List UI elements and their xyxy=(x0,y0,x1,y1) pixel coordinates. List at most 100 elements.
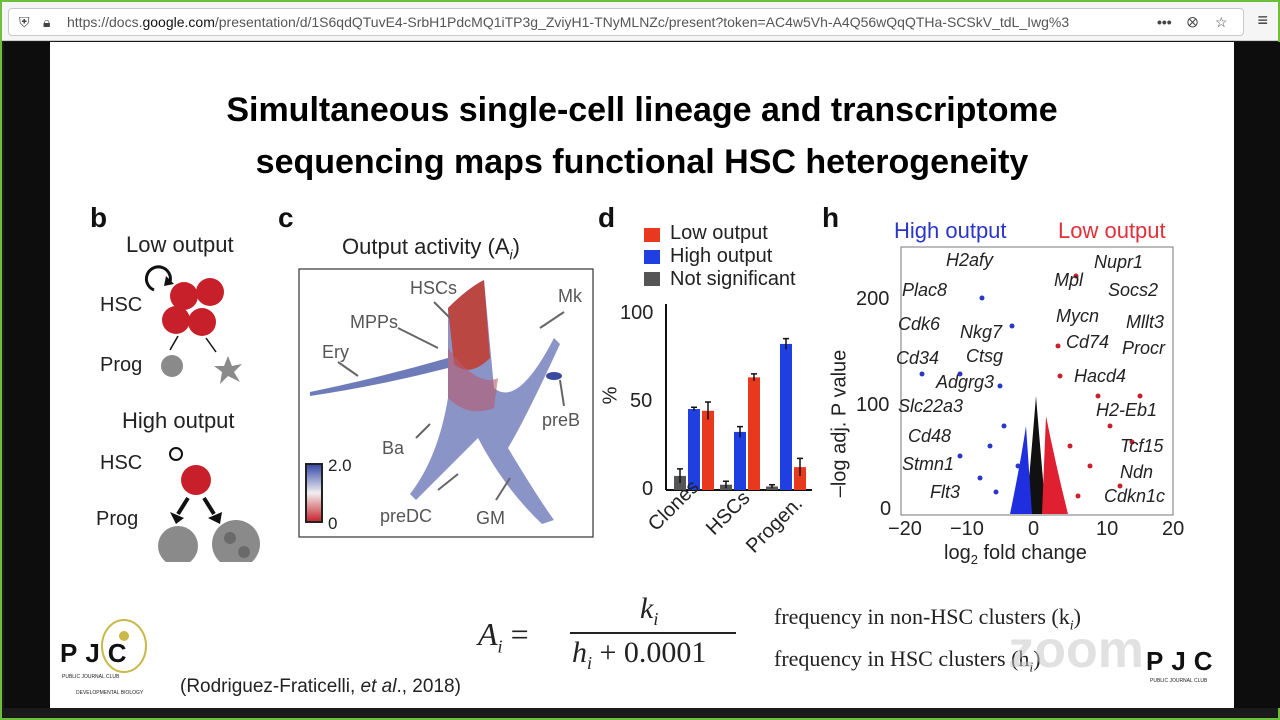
gene-slc22a3: Slc22a3 xyxy=(898,396,964,416)
vxtick-neg20: −20 xyxy=(888,518,922,540)
hsc-label-bottom: HSC xyxy=(100,452,143,474)
gene-cd34: Cd34 xyxy=(896,348,940,368)
pjc-logo-left: PJC xyxy=(60,638,135,668)
gene-cdk6: Cdk6 xyxy=(898,314,941,334)
pocket-icon[interactable]: ⭙ xyxy=(1187,14,1199,30)
legend-high-output: High output xyxy=(670,245,773,267)
output-activity-title: Output activity (Ai) xyxy=(342,234,520,263)
bar-chart xyxy=(665,304,812,491)
scale-max: 2.0 xyxy=(328,456,352,475)
slide[interactable]: Simultaneous single-cell lineage and tra… xyxy=(50,42,1234,708)
more-icon[interactable]: ••• xyxy=(1157,14,1172,30)
browser-toolbar: ⛨ 🔒︎ https://docs.google.com/presentatio… xyxy=(2,2,1278,41)
vytick-100: 100 xyxy=(856,394,890,416)
ytick-100: 100 xyxy=(620,302,654,324)
vxtick-20: 20 xyxy=(1162,518,1185,540)
legend-swatch-low xyxy=(644,228,660,242)
high-output-label: High output xyxy=(122,408,235,433)
vytick-200: 200 xyxy=(856,288,890,310)
shield-icon[interactable]: ⛨ xyxy=(19,14,30,30)
formula-fraction-bar xyxy=(570,632,736,634)
prog-cell xyxy=(158,526,198,562)
gene-hacd4: Hacd4 xyxy=(1074,366,1127,386)
volcano-low-output: Low output xyxy=(1058,218,1166,243)
bar-ylabel: % xyxy=(599,386,622,405)
error-bar xyxy=(737,425,743,438)
cluster-gm: GM xyxy=(476,508,505,528)
panel-h-label: h xyxy=(822,202,840,233)
prog-label-top: Prog xyxy=(100,354,143,376)
umap-plot xyxy=(298,268,594,538)
gene-mycn: Mycn xyxy=(1056,306,1100,326)
cluster-hscs: HSCs xyxy=(410,278,458,298)
url-bar[interactable]: ⛨ 🔒︎ https://docs.google.com/presentatio… xyxy=(8,8,1244,36)
gene-nupr1: Nupr1 xyxy=(1094,252,1144,272)
formula-numerator: ki xyxy=(640,592,659,629)
cluster-ba: Ba xyxy=(382,438,405,458)
gene-cd48: Cd48 xyxy=(908,426,952,446)
gene-flt3: Flt3 xyxy=(930,482,961,502)
bar-hscs-high-output xyxy=(734,431,746,490)
bar-progen-high-output xyxy=(780,343,792,490)
hsc-cell xyxy=(188,308,216,336)
pjc-logo-right-sub: PUBLIC JOURNAL CLUB xyxy=(1150,678,1208,684)
citation: (Rodriguez-Fraticelli, et al., 2018) xyxy=(180,676,461,697)
gene-ctsg: Ctsg xyxy=(966,346,1004,366)
volcano-plot xyxy=(900,246,1174,516)
pjc-logo-left-sub1: PUBLIC JOURNAL CLUB xyxy=(62,674,120,680)
gene-tcf15: Tcf15 xyxy=(1120,436,1164,456)
volcano-ylabel: –log adj. P value xyxy=(828,349,851,498)
formula-denominator: hi + 0.0001 xyxy=(572,636,707,673)
menu-icon[interactable]: ≡ xyxy=(1257,10,1268,30)
hsc-label-top: HSC xyxy=(100,294,143,316)
prog-cell xyxy=(214,356,242,384)
gene-cd74: Cd74 xyxy=(1066,332,1110,352)
error-bar xyxy=(769,483,775,489)
star-icon[interactable]: ☆ xyxy=(1215,14,1228,30)
error-bar xyxy=(705,401,711,420)
lock-icon[interactable]: 🔒︎ xyxy=(43,14,51,30)
gene-h2afy: H2afy xyxy=(946,250,994,270)
vytick-0: 0 xyxy=(880,498,892,520)
gene-plac8: Plac8 xyxy=(902,280,948,300)
pjc-logo-right: PJC xyxy=(1146,646,1221,676)
prog-cell xyxy=(212,520,260,562)
cluster-preb: preB xyxy=(542,410,581,430)
formula-lhs: Ai = xyxy=(478,616,529,657)
cluster-mk: Mk xyxy=(558,286,582,306)
panel-b-diagram xyxy=(144,265,260,562)
gene-h2-eb1: H2-Eb1 xyxy=(1096,400,1158,420)
hsc-cell xyxy=(181,465,211,495)
volcano-high-output: High output xyxy=(894,218,1007,243)
prog-label-bottom: Prog xyxy=(96,508,139,530)
vxtick-neg10: −10 xyxy=(950,518,984,540)
ytick-50: 50 xyxy=(630,390,653,412)
legend-low-output: Low output xyxy=(670,222,768,244)
gene-nkg7: Nkg7 xyxy=(960,322,1003,342)
gene-ndn: Ndn xyxy=(1120,462,1154,482)
gene-procr: Procr xyxy=(1122,338,1166,358)
volcano-xlabel: log2 fold change xyxy=(944,542,1087,567)
error-bar xyxy=(677,468,683,483)
bar-hscs-low-output xyxy=(748,377,760,490)
error-bar xyxy=(691,406,697,411)
gene-mllt3: Mllt3 xyxy=(1126,312,1165,332)
gene-socs2: Socs2 xyxy=(1108,280,1159,300)
error-bar xyxy=(751,373,757,381)
cluster-predc: preDC xyxy=(380,506,433,526)
ytick-0: 0 xyxy=(642,478,654,500)
error-bar xyxy=(783,337,789,350)
gene-mpl: Mpl xyxy=(1054,270,1084,290)
scale-min: 0 xyxy=(328,514,338,533)
pjc-logo-left-sub2: DEVELOPMENTAL BIOLOGY xyxy=(76,690,144,696)
vxtick-10: 10 xyxy=(1096,518,1119,540)
gene-stmn1: Stmn1 xyxy=(902,454,955,474)
bar-legend-swatches xyxy=(644,228,660,286)
cluster-ery: Ery xyxy=(322,342,349,362)
panel-c-label: c xyxy=(278,202,294,233)
formula-desc-k: frequency in non-HSC clusters (ki) xyxy=(774,604,1081,634)
url-text[interactable]: https://docs.google.com/presentation/d/1… xyxy=(67,14,1070,30)
bar-clones-high-output xyxy=(688,409,700,490)
slide-title: Simultaneous single-cell lineage and tra… xyxy=(226,91,1058,181)
legend-swatch-ns xyxy=(644,272,660,286)
